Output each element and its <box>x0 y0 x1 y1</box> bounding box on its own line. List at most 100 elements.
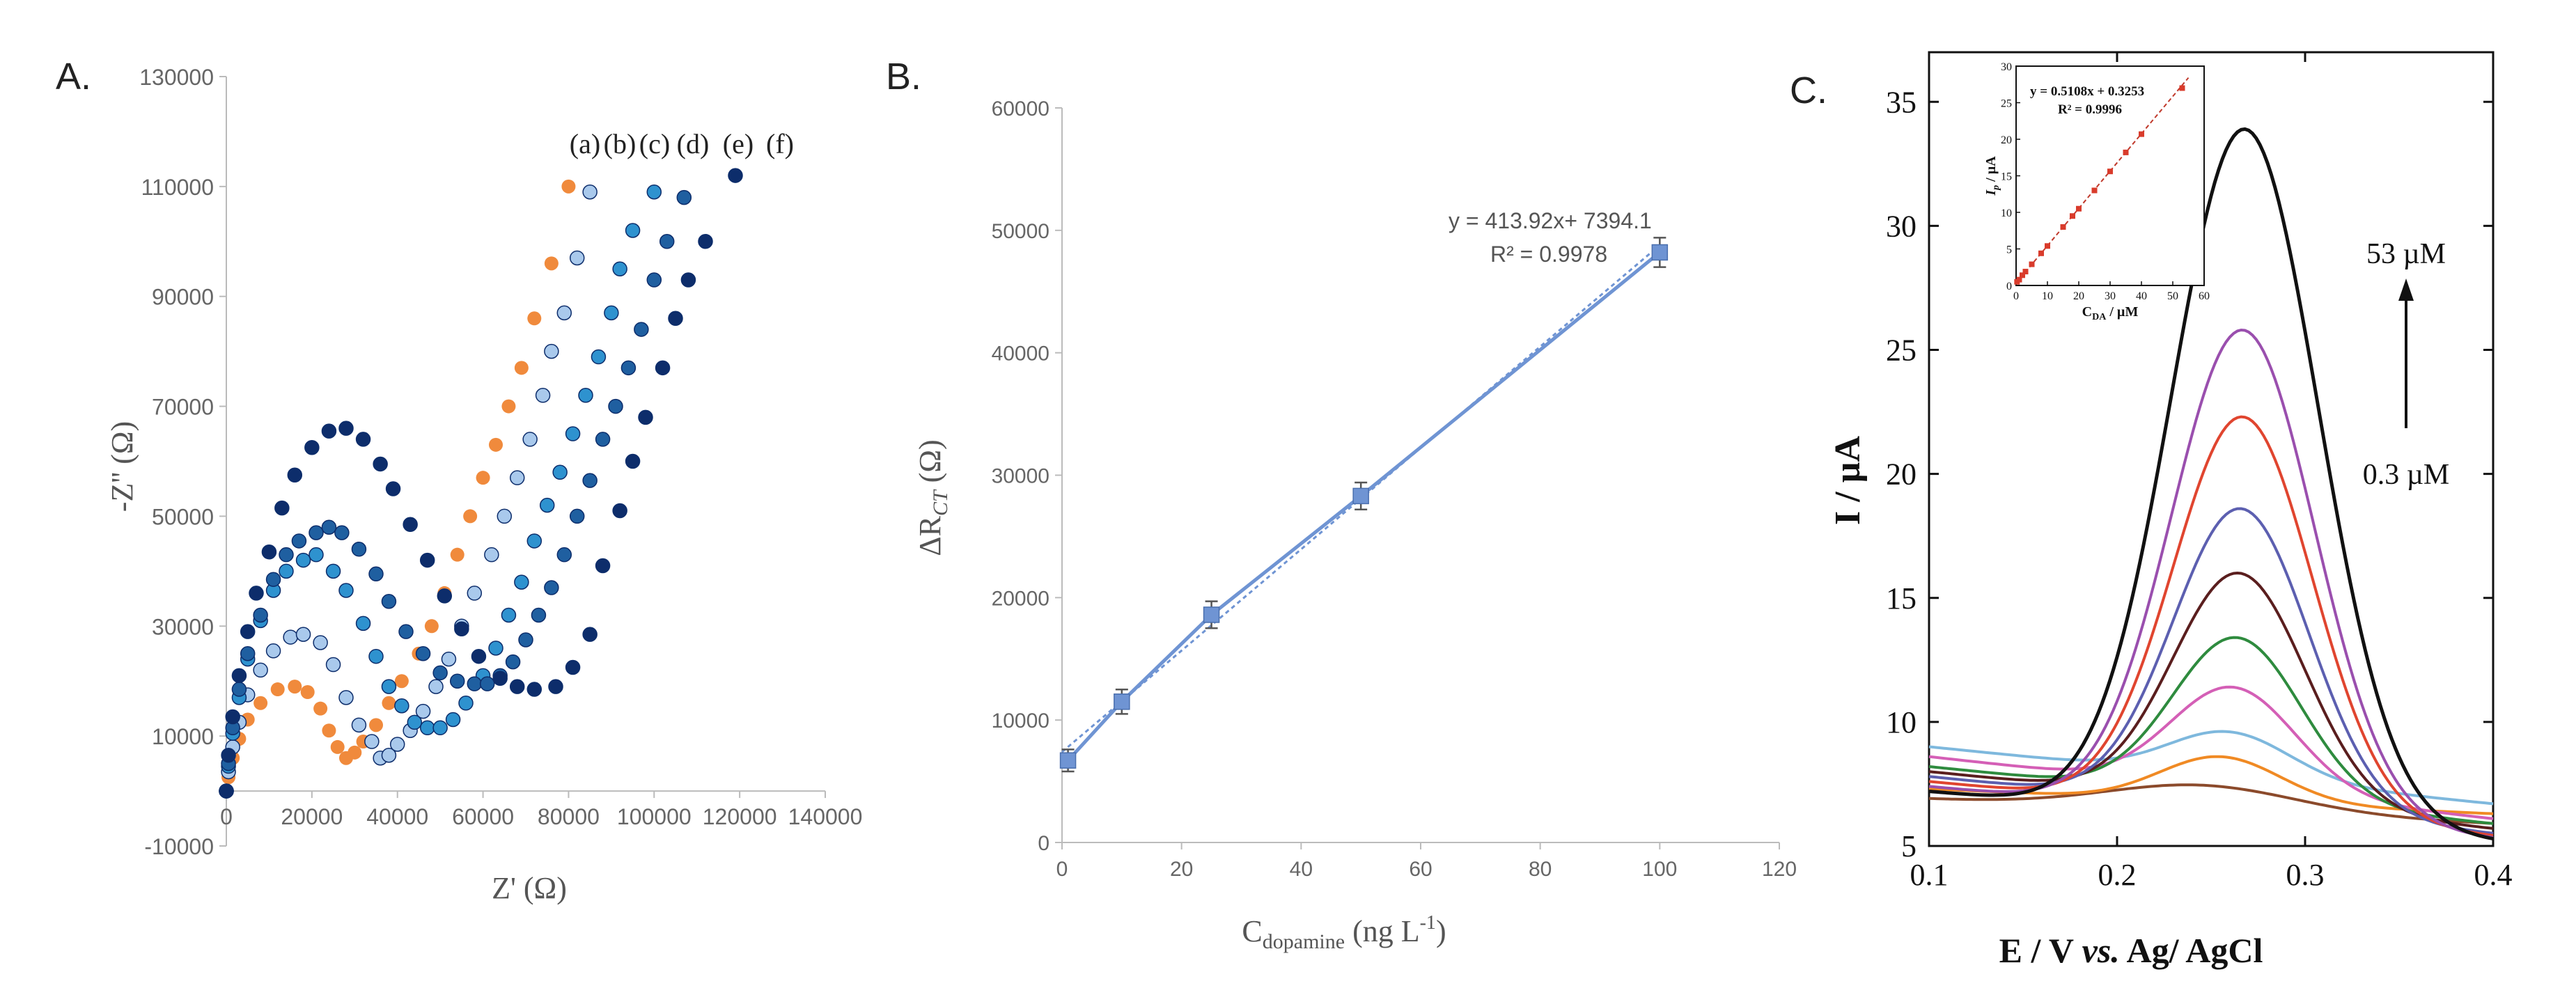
data-point <box>381 679 397 694</box>
x-tick-label: 60000 <box>452 804 514 829</box>
series-a <box>219 179 576 799</box>
data-point <box>295 627 311 642</box>
data-point <box>535 388 551 403</box>
panel-c-xlabel: E / V vs. Ag/ AgCl <box>1999 931 2263 970</box>
data-point <box>389 737 405 752</box>
data-point <box>569 508 585 524</box>
curve-label: (c) <box>639 128 670 159</box>
data-point <box>338 421 354 436</box>
data-point <box>288 680 302 694</box>
data-point <box>330 739 345 754</box>
data-point <box>467 586 483 601</box>
x-tick-label: 100000 <box>617 804 692 829</box>
data-point <box>221 748 236 763</box>
data-point <box>463 509 478 524</box>
panel-a-curve-labels: (a) (b) (c) (d) (e) (f) <box>570 128 794 159</box>
data-point <box>445 712 461 728</box>
data-point <box>1114 693 1130 710</box>
data-point <box>368 566 384 582</box>
data-point <box>582 627 598 642</box>
data-point <box>728 168 743 183</box>
panel-c-arrow <box>2398 279 2414 428</box>
data-point-group <box>1114 688 1130 715</box>
data-point <box>394 674 409 689</box>
data-point <box>287 467 303 483</box>
panel-a-ylabel: -Z'' (Ω) <box>105 421 139 512</box>
data-point <box>526 533 542 549</box>
data-point <box>595 558 611 574</box>
series-c <box>219 185 662 799</box>
panel-b-ylabel: ΔRCT (Ω) <box>913 439 952 556</box>
data-point <box>509 470 525 485</box>
data-point <box>604 305 619 321</box>
inset-data-point <box>2045 243 2050 249</box>
curve-label: (a) <box>570 128 600 159</box>
y-tick-label: 70000 <box>152 395 214 420</box>
inset-y-tick-label: 30 <box>2001 61 2012 73</box>
data-point <box>1203 606 1220 623</box>
series-line <box>1066 251 1661 762</box>
data-point <box>1059 752 1077 769</box>
y-tick-label: 0 <box>1038 832 1049 855</box>
data-point <box>253 662 268 678</box>
panel-c-annotation-low: 0.3 µM <box>2363 459 2450 491</box>
data-point <box>325 563 341 579</box>
y-tick-label: 60000 <box>992 97 1049 120</box>
panel-a-label: A. <box>56 56 91 97</box>
data-point <box>501 607 517 623</box>
data-point <box>505 654 521 670</box>
inset-data-point <box>2029 261 2035 267</box>
data-point <box>321 423 337 439</box>
panel-a-xlabel: Z' (Ω) <box>492 871 567 905</box>
data-point <box>591 349 607 365</box>
data-point <box>569 250 585 266</box>
data-point <box>638 409 653 425</box>
inset-xlabel: CDA / µM <box>2082 304 2139 322</box>
y-tick-label: 40000 <box>992 343 1049 366</box>
data-point <box>479 676 495 691</box>
y-tick-label: -10000 <box>144 834 214 859</box>
x-tick-label: 40000 <box>366 804 428 829</box>
data-point <box>449 673 465 689</box>
data-point <box>398 624 414 639</box>
y-tick-label: 10000 <box>992 709 1049 732</box>
inset-x-tick-label: 60 <box>2199 290 2210 302</box>
inset-data-point <box>2020 272 2025 279</box>
x-tick-label: 40 <box>1290 858 1313 881</box>
data-point <box>231 668 247 684</box>
y-tick-label: 35 <box>1886 85 1917 119</box>
data-point <box>300 685 315 699</box>
arrow-head-icon <box>2398 279 2414 301</box>
data-point <box>249 586 264 601</box>
data-point <box>432 720 448 736</box>
data-point <box>655 360 671 376</box>
inset-fit-line <box>2015 77 2189 284</box>
inset-x-tick-label: 0 <box>2013 290 2019 302</box>
inset-y-tick-label: 25 <box>2001 98 2012 110</box>
panel-c-series <box>1928 127 2494 841</box>
inset-data-point <box>2091 187 2098 194</box>
data-point <box>544 256 559 271</box>
data-point <box>565 659 581 675</box>
data-point <box>368 648 384 664</box>
curve-label: (b) <box>604 128 637 159</box>
data-point <box>270 682 285 697</box>
data-point <box>428 679 444 694</box>
y-tick-label: 110000 <box>141 175 214 200</box>
data-point <box>441 651 457 667</box>
data-point <box>582 473 598 488</box>
data-point <box>471 648 487 664</box>
data-point <box>612 503 627 519</box>
data-point <box>497 508 513 524</box>
data-point <box>625 223 641 238</box>
inset-x-tick-label: 20 <box>2073 290 2084 302</box>
data-point <box>385 481 401 496</box>
data-point <box>608 398 623 414</box>
panel-c-ylabel: I / µA <box>1828 435 1868 525</box>
inset-r2: R² = 0.9996 <box>2058 102 2122 117</box>
data-point <box>476 471 490 485</box>
data-point <box>283 629 298 645</box>
data-point-group <box>1352 481 1369 510</box>
data-point <box>578 388 593 403</box>
data-point <box>225 709 240 725</box>
